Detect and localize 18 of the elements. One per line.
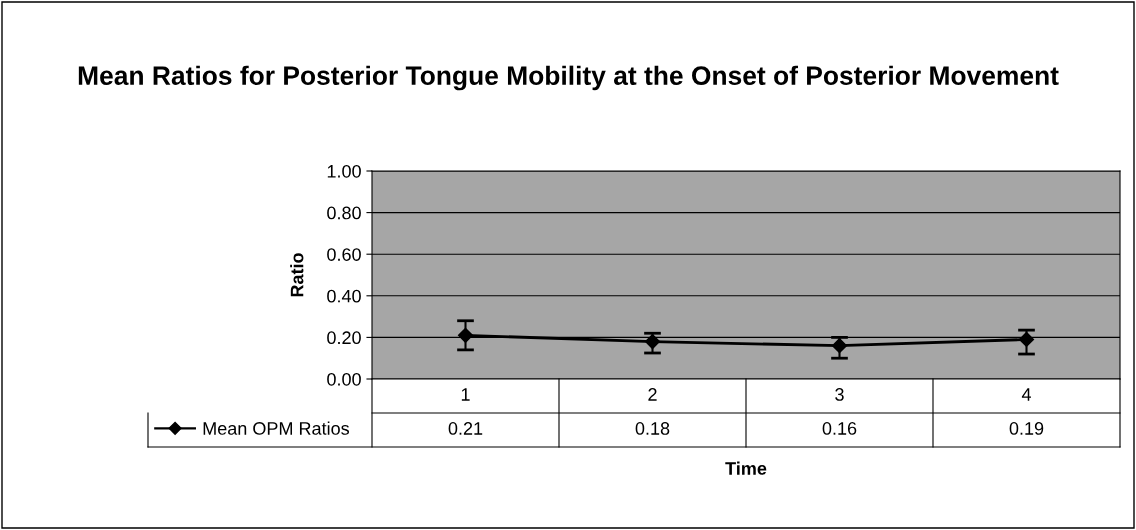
x-tick-label: 4 [1021,388,1031,401]
data-label: 0.19 [1009,422,1044,435]
y-tick-label: 0.60 [327,248,361,261]
y-tick-label: 0.00 [327,372,361,386]
x-tick-label: 2 [648,388,657,401]
x-tick-label: 1 [461,388,470,401]
data-label: 0.21 [448,422,483,435]
y-tick-label: 0.80 [327,206,361,220]
y-tick-label: 0.40 [327,289,361,303]
y-tick-label: 0.20 [327,331,361,345]
y-tick-label: 1.00 [327,164,361,178]
x-axis-title: Time [725,461,767,475]
legend-label: Mean OPM Ratios [203,421,350,435]
chart-title: Mean Ratios for Posterior Tongue Mobility at the Onset of Posterior Movement [78,65,1059,91]
y-axis-title: Ratio [290,253,304,297]
data-label: 0.18 [635,422,670,435]
data-label: 0.16 [822,422,857,435]
x-tick-label: 3 [835,388,844,401]
